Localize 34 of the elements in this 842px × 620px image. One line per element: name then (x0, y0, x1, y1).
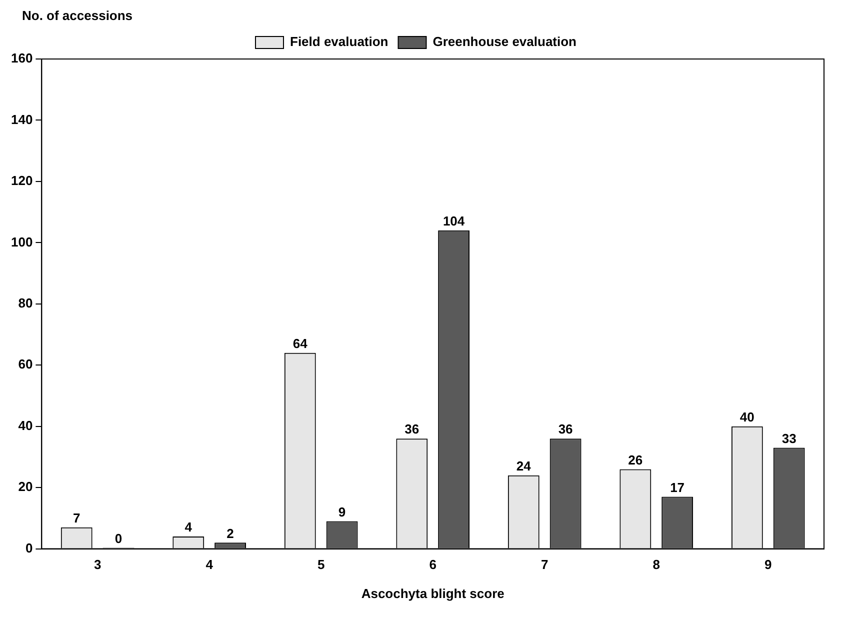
data-label: 2 (226, 526, 234, 541)
x-tick-label: 5 (317, 557, 325, 572)
data-label: 7 (72, 510, 80, 526)
y-tick-label: 160 (10, 50, 33, 66)
y-tick-label: 0 (25, 540, 33, 556)
data-label: 17 (670, 480, 685, 495)
legend-label: Field evaluation (290, 34, 388, 50)
x-tick-label: 8 (652, 557, 660, 572)
data-label: 24 (516, 458, 532, 474)
y-tick-label: 100 (10, 234, 33, 250)
data-label: 33 (782, 430, 796, 446)
x-tick-label: 6 (429, 557, 436, 572)
data-label: 26 (628, 452, 643, 468)
x-tick-label: 4 (206, 557, 214, 572)
x-axis-title: Ascochyta blight score (361, 586, 504, 601)
data-label: 0 (114, 530, 122, 546)
data-label: 36 (404, 422, 420, 437)
data-label: 4 (184, 520, 193, 535)
x-tick-label: 3 (94, 557, 102, 572)
data-label: 40 (740, 409, 754, 424)
x-tick-label: 7 (540, 557, 548, 572)
data-label: 36 (558, 422, 573, 437)
x-tick-label: 9 (764, 557, 772, 572)
y-tick-label: 20 (18, 479, 33, 494)
y-tick-label: 140 (10, 112, 33, 127)
data-label: 9 (338, 504, 346, 520)
y-tick-label: 120 (10, 173, 33, 188)
data-label: 64 (292, 336, 308, 351)
y-tick-label: 40 (18, 418, 33, 433)
y-axis-title: No. of accessions (22, 8, 134, 25)
legend-label: Greenhouse evaluation (432, 34, 577, 50)
data-label: 104 (442, 214, 466, 229)
y-tick-label: 60 (18, 356, 33, 372)
y-tick-label: 80 (18, 295, 33, 310)
